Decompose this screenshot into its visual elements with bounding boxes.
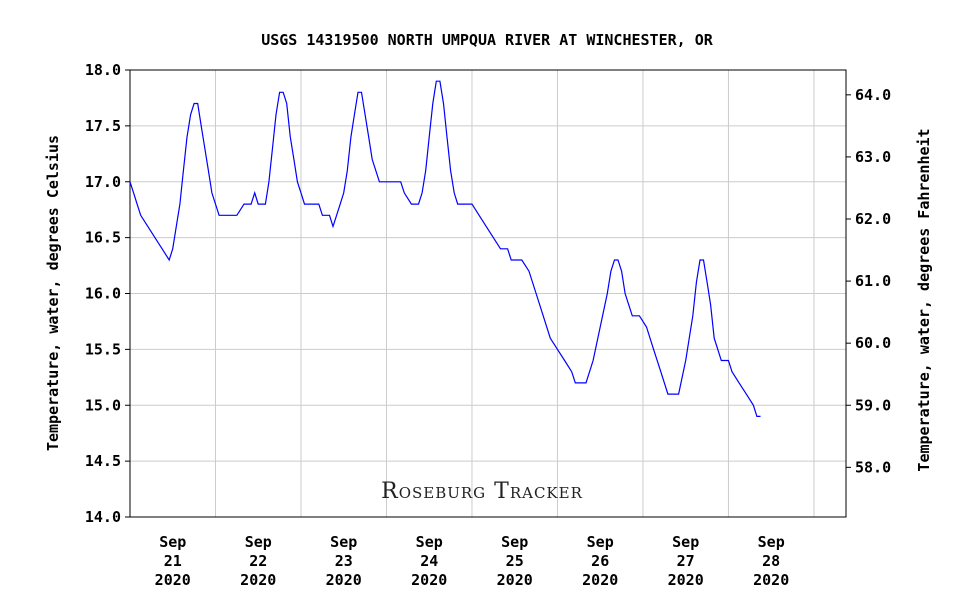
y-axis-label-celsius: Temperature, water, degrees Celsius: [44, 135, 62, 451]
y-tick-label: 15.0: [85, 396, 121, 414]
x-tick-month: Sep: [758, 533, 785, 551]
y-tick-label: 17.0: [85, 173, 121, 191]
x-tick-month: Sep: [245, 533, 272, 551]
y-tick-label: 14.5: [85, 452, 121, 470]
x-tick-day: 27: [677, 552, 695, 570]
y2-tick-label: 60.0: [855, 334, 891, 352]
x-tick-year: 2020: [753, 571, 789, 589]
x-tick-day: 28: [762, 552, 780, 570]
grid-lines: [130, 70, 846, 517]
x-tick-month: Sep: [330, 533, 357, 551]
x-tick-year: 2020: [582, 571, 618, 589]
y2-tick-label: 58.0: [855, 458, 891, 476]
x-tick-year: 2020: [668, 571, 704, 589]
x-tick-day: 24: [420, 552, 438, 570]
x-tick-day: 26: [591, 552, 609, 570]
y-tick-label: 16.0: [85, 285, 121, 303]
x-tick-day: 21: [164, 552, 182, 570]
x-tick-year: 2020: [497, 571, 533, 589]
x-tick-day: 23: [335, 552, 353, 570]
x-axis: Sep212020Sep222020Sep232020Sep242020Sep2…: [155, 533, 790, 589]
x-tick-month: Sep: [501, 533, 528, 551]
x-tick-month: Sep: [587, 533, 614, 551]
y-tick-label: 15.5: [85, 340, 121, 358]
y-axis-label-fahrenheit: Temperature, water, degrees Fahrenheit: [915, 128, 933, 471]
x-tick-day: 25: [506, 552, 524, 570]
y-tick-label: 18.0: [85, 61, 121, 79]
y2-tick-label: 63.0: [855, 148, 891, 166]
y-tick-label: 16.5: [85, 229, 121, 247]
temperature-series-line: [129, 80, 761, 417]
right-y-axis: 64.0 63.0 62.0 61.0 60.0 59.0 58.0: [846, 86, 891, 476]
roseburg-tracker-watermark: Roseburg Tracker: [381, 479, 583, 504]
y2-tick-label: 59.0: [855, 396, 891, 414]
x-tick-month: Sep: [416, 533, 443, 551]
y2-tick-label: 62.0: [855, 210, 891, 228]
y-tick-label: 14.0: [85, 508, 121, 526]
y-tick-label: 17.5: [85, 117, 121, 135]
x-tick-year: 2020: [326, 571, 362, 589]
x-tick-month: Sep: [159, 533, 186, 551]
x-tick-year: 2020: [240, 571, 276, 589]
chart-title: USGS 14319500 NORTH UMPQUA RIVER AT WINC…: [261, 31, 714, 49]
x-tick-year: 2020: [155, 571, 191, 589]
left-y-axis: 18.0 17.5 17.0 16.5 16.0 15.5 15.0 14.5 14.0: [85, 61, 130, 526]
y2-tick-label: 64.0: [855, 86, 891, 104]
x-tick-day: 22: [249, 552, 267, 570]
x-tick-year: 2020: [411, 571, 447, 589]
x-tick-month: Sep: [672, 533, 699, 551]
y2-tick-label: 61.0: [855, 272, 891, 290]
